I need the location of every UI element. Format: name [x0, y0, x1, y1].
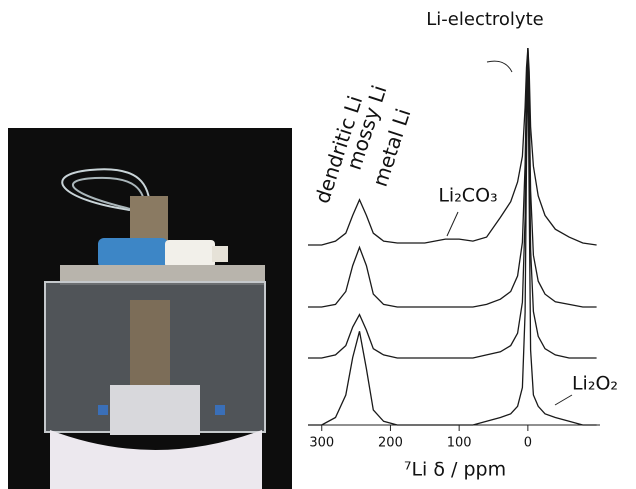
- annotation: Li-electrolyte: [426, 9, 543, 30]
- arrow: [554, 394, 573, 406]
- x-tick-label: 300: [309, 436, 334, 451]
- spectrum-line: [308, 47, 597, 308]
- annotation: Li₂CO₃: [438, 185, 497, 207]
- spectrum-line: [308, 47, 597, 359]
- x-tick-label: 0: [524, 436, 532, 451]
- arrow: [486, 60, 513, 73]
- x-tick-label: 200: [378, 436, 403, 451]
- x-tick-label: 100: [447, 436, 472, 451]
- cell-photo: [8, 128, 292, 489]
- arrow: [446, 211, 459, 237]
- spectrum-line: [308, 47, 597, 246]
- x-axis-label: ⁷Li δ / ppm: [404, 459, 506, 481]
- spectrum-line: [308, 49, 597, 426]
- annotation: Li₂O₂: [572, 373, 618, 395]
